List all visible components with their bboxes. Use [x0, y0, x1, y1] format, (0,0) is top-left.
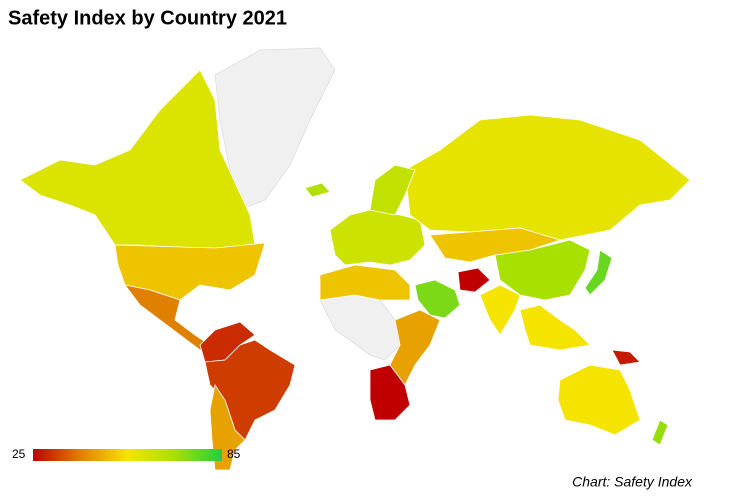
afghanistan	[457, 267, 491, 293]
southeast-asia	[519, 304, 591, 351]
scale-max-label: 85	[227, 447, 241, 461]
japan	[584, 249, 613, 296]
central-asia	[429, 227, 562, 263]
east-africa	[389, 309, 441, 386]
north-africa	[319, 264, 411, 301]
europe	[329, 209, 426, 266]
russia	[404, 114, 691, 241]
canada	[19, 69, 256, 251]
australia	[557, 364, 641, 436]
credit: Chart: Safety Index	[572, 474, 693, 490]
india	[479, 284, 521, 336]
color-scale	[33, 449, 222, 461]
greenland	[214, 47, 336, 211]
scandinavia	[369, 164, 416, 216]
usa	[114, 242, 266, 301]
chart-title: Safety Index by Country 2021	[8, 7, 287, 29]
argentina-chile	[209, 383, 246, 471]
arabia	[414, 279, 461, 319]
central-africa	[319, 294, 401, 361]
iceland	[304, 182, 331, 198]
scale-min-label: 25	[12, 447, 26, 461]
new-zealand	[651, 419, 669, 446]
papua	[611, 349, 641, 366]
china	[494, 239, 591, 301]
